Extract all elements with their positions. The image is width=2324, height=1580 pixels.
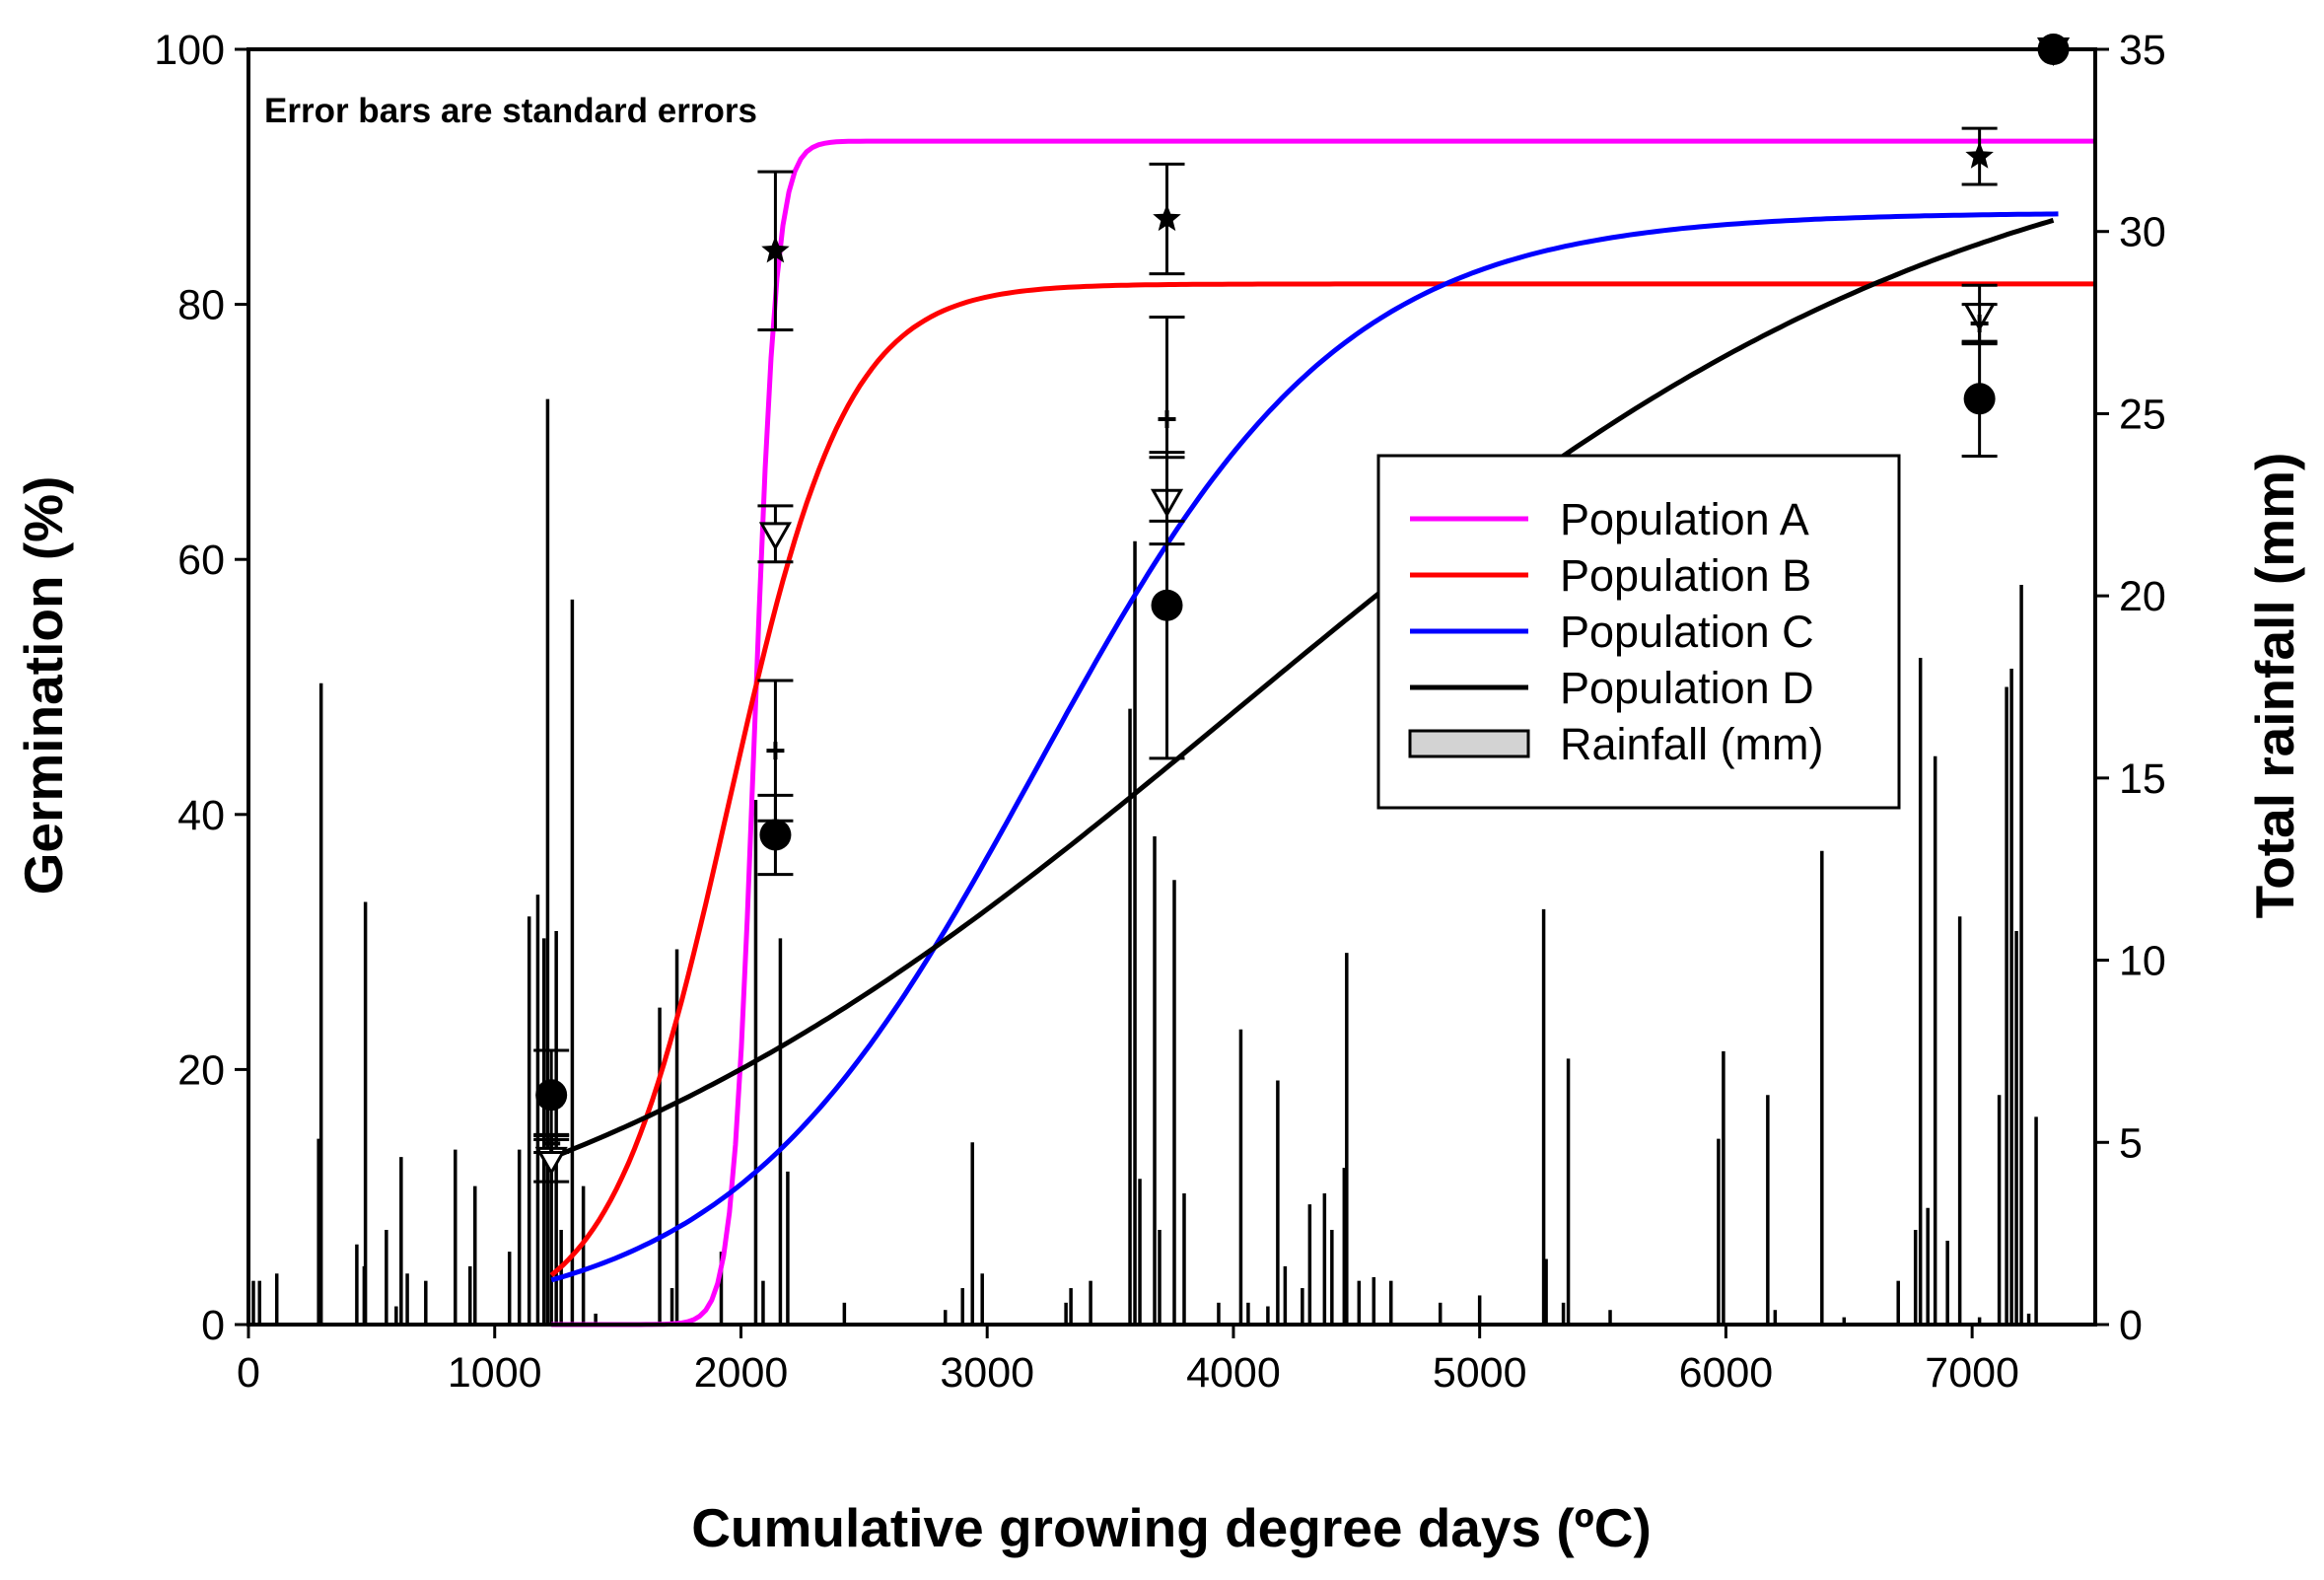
point-population-a xyxy=(1965,141,1994,169)
y-right-tick-label: 0 xyxy=(2119,1302,2143,1349)
curve-population-d xyxy=(542,217,2055,1164)
y-right-tick-label: 10 xyxy=(2119,938,2166,985)
y-right-axis-ticks: 0 5 10 15 20 25 30 35 xyxy=(2095,27,2166,1349)
y-right-tick-label: 30 xyxy=(2119,209,2166,256)
y-right-tick-label: 5 xyxy=(2119,1119,2143,1167)
point-population-c xyxy=(1158,409,1176,428)
legend-label: Population B xyxy=(1560,550,1811,601)
x-tick-label: 6000 xyxy=(1679,1349,1774,1397)
y-right-axis-title: Total rainfall (mm) xyxy=(2244,453,2305,919)
x-tick-label: 1000 xyxy=(448,1349,542,1397)
curve-population-a xyxy=(551,138,2095,1328)
x-tick-label: 4000 xyxy=(1186,1349,1281,1397)
rainfall-bars xyxy=(251,398,2038,1325)
y-left-tick-label: 20 xyxy=(177,1046,225,1094)
y-left-axis-title: Germination (%) xyxy=(13,476,74,896)
y-left-axis-ticks: 0 20 40 60 80 100 xyxy=(154,27,248,1349)
legend: Population A Population B Population C Popu… xyxy=(1376,454,1901,810)
legend-swatch-rainfall xyxy=(1408,729,1530,758)
point-population-d xyxy=(535,1079,568,1112)
legend-label: Population D xyxy=(1560,663,1814,713)
x-tick-label: 3000 xyxy=(940,1349,1034,1397)
curve-population-b xyxy=(549,281,2095,1277)
legend-label: Population A xyxy=(1560,494,1809,544)
y-left-tick-label: 80 xyxy=(177,282,225,329)
point-population-d xyxy=(759,819,792,851)
y-left-tick-label: 40 xyxy=(177,792,225,839)
x-tick-label: 0 xyxy=(237,1349,260,1397)
y-left-tick-label: 60 xyxy=(177,537,225,584)
y-left-tick-label: 100 xyxy=(154,27,225,74)
y-right-tick-label: 25 xyxy=(2119,391,2166,438)
fitted-curves xyxy=(542,138,2095,1328)
legend-label: Rainfall (mm) xyxy=(1560,719,1824,769)
x-tick-label: 7000 xyxy=(1925,1349,2019,1397)
error-bar-note: Error bars are standard errors xyxy=(264,92,757,130)
curve-population-c xyxy=(550,211,2059,1283)
point-population-b xyxy=(758,522,793,551)
point-population-c xyxy=(1970,314,1989,332)
y-left-tick-label: 0 xyxy=(201,1302,225,1349)
x-axis-ticks: 0 1000 2000 3000 4000 5000 6000 7000 xyxy=(237,1325,2019,1397)
x-axis-title: Cumulative growing degree days (ºC) xyxy=(691,1497,1652,1558)
point-population-d xyxy=(1151,589,1183,621)
point-population-d xyxy=(1963,383,1996,415)
y-right-tick-label: 35 xyxy=(2119,27,2166,74)
y-right-tick-label: 20 xyxy=(2119,573,2166,620)
plot-frame xyxy=(246,47,2097,1327)
point-population-a xyxy=(1153,204,1181,232)
point-population-c xyxy=(766,742,785,760)
legend-label: Population C xyxy=(1560,607,1814,657)
x-tick-label: 5000 xyxy=(1433,1349,1527,1397)
point-population-a xyxy=(761,236,790,263)
y-right-tick-label: 15 xyxy=(2119,755,2166,803)
x-tick-label: 2000 xyxy=(694,1349,789,1397)
